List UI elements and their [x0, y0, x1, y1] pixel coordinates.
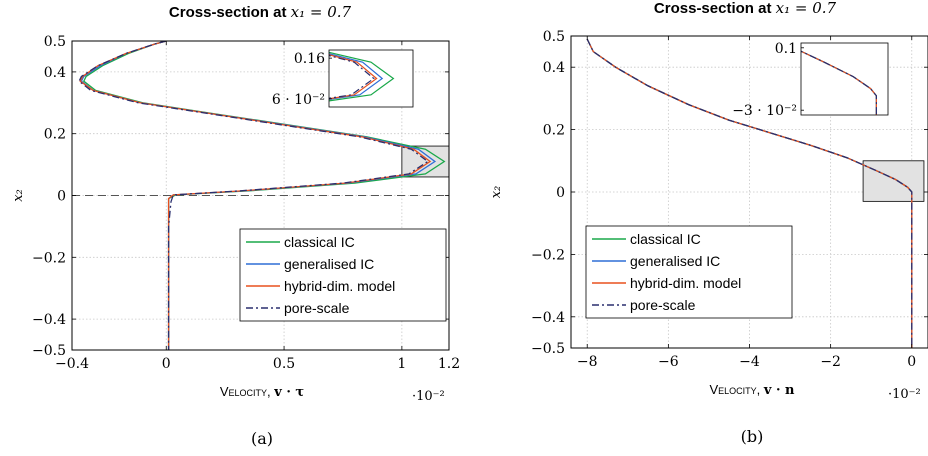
- chart-a-ytick-label: 0: [57, 189, 66, 205]
- chart-a-inset-ytick-label: 6 · 10⁻²: [272, 92, 325, 108]
- chart-b-xtick-label: −8: [577, 354, 598, 370]
- chart-a-series-pore-scale: [78, 41, 429, 350]
- chart-b-inset-series-pore-scale: [801, 50, 877, 115]
- chart-a-xtick-label: 0.5: [273, 356, 295, 372]
- chart-b-ytick-label: −0.2: [531, 247, 565, 263]
- chart-b-inset-ytick-label: −3 · 10⁻²: [732, 103, 797, 119]
- chart-b-legend-entry: pore-scale: [630, 297, 696, 313]
- chart-b-caption: (b): [741, 427, 764, 446]
- chart-a-xtick-label: 1: [397, 356, 406, 372]
- chart-a-xtick-label: 0: [162, 356, 171, 372]
- chart-a-xtick-label: 1.2: [438, 356, 460, 372]
- chart-b-xtick-label: 0: [907, 354, 916, 370]
- chart-a-title: Cross-section at x₁ = 0.7: [169, 3, 352, 21]
- chart-b-inset-frame: [800, 42, 889, 116]
- chart-b-legend-box: [585, 225, 793, 319]
- chart-b-legend-entry: classical IC: [630, 231, 701, 247]
- chart-b-x-multiplier: ·10⁻²: [888, 387, 921, 402]
- chart-a-legend-box: [239, 228, 447, 322]
- chart-b-ylabel: x₂: [489, 186, 504, 199]
- chart-a-inset-frame: [328, 49, 414, 108]
- chart-a-legend-entry: classical IC: [284, 234, 355, 250]
- chart-a-xlabel: Velocity, v · τ: [220, 384, 305, 400]
- chart-a-ytick-label: 0.5: [44, 34, 66, 50]
- chart-b-title-math: x₁ = 0.7: [776, 0, 837, 17]
- chart-b-ytick-label: −0.5: [531, 341, 565, 357]
- chart-a-caption: (a): [251, 429, 273, 448]
- chart-a-xlabel-text: Velocity,: [220, 384, 274, 399]
- chart-a-inset-ytick-label: 0.16: [294, 51, 325, 67]
- chart-b-xlabel-text: Velocity,: [710, 382, 764, 397]
- chart-a-zoom-box: [401, 145, 450, 178]
- chart-a-xtick-label: −0.4: [55, 356, 89, 372]
- chart-b-xtick-label: −2: [820, 354, 841, 370]
- chart-a-ytick-label: −0.5: [32, 343, 66, 359]
- chart-b-title-text: Cross-section at: [654, 0, 776, 17]
- chart-a-title-text: Cross-section at: [169, 4, 291, 21]
- chart-b-ytick-label: 0.4: [543, 60, 565, 76]
- chart-b-xtick-label: −6: [658, 354, 679, 370]
- chart-a-legend-entry: hybrid-dim. model: [284, 278, 395, 294]
- chart-b-xlabel-math: v · n: [763, 383, 795, 398]
- chart-b-ytick-label: −0.4: [531, 310, 565, 326]
- chart-b-legend-entry: generalised IC: [630, 253, 720, 269]
- chart-a-ytick-label: −0.2: [32, 250, 66, 266]
- chart-b-series-pore-scale: [586, 38, 913, 348]
- chart-a-ytick-label: 0.4: [44, 65, 66, 81]
- chart-a-ytick-label: −0.4: [32, 312, 66, 328]
- chart-a-ytick-label: 0.2: [44, 127, 66, 143]
- chart-b-ytick-label: 0.5: [543, 29, 565, 45]
- chart-a-title-math: x₁ = 0.7: [291, 3, 352, 21]
- chart-b-ytick-label: 0.2: [543, 123, 565, 139]
- chart-b-zoom-box: [862, 160, 925, 202]
- chart-a-xlabel-math: v · τ: [273, 385, 304, 400]
- chart-a-legend-entry: generalised IC: [284, 256, 374, 272]
- chart-b-ytick-label: 0: [556, 185, 565, 201]
- chart-a-legend-entry: pore-scale: [284, 300, 350, 316]
- chart-b-inset-ytick-label: 0.1: [775, 41, 797, 57]
- chart-b-title: Cross-section at x₁ = 0.7: [654, 0, 837, 17]
- chart-b-legend-entry: hybrid-dim. model: [630, 275, 741, 291]
- chart-b-xtick-label: −4: [739, 354, 760, 370]
- chart-b-xlabel: Velocity, v · n: [710, 382, 796, 398]
- chart-a-x-multiplier: ·10⁻²: [412, 389, 445, 404]
- chart-b-inset-bg: [801, 43, 888, 115]
- chart-a-ylabel: x₂: [11, 189, 26, 202]
